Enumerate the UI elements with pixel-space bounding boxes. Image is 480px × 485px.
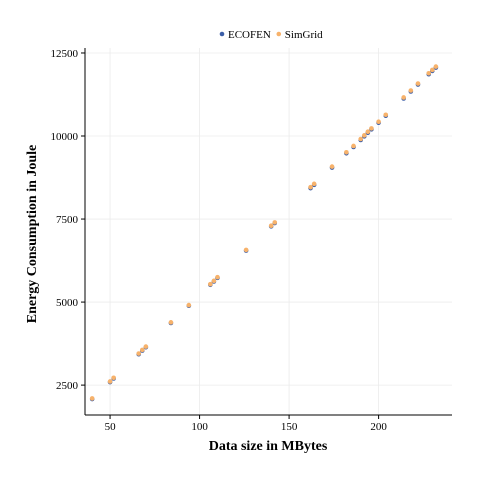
data-point-simgrid — [311, 181, 317, 187]
data-point-simgrid — [272, 220, 278, 225]
data-point-simgrid — [361, 133, 367, 138]
x-tick-label: 50 — [105, 421, 117, 433]
data-point-simgrid — [401, 95, 406, 100]
legend-label-simgrid: SimGrid — [285, 29, 323, 41]
data-point-simgrid — [426, 70, 432, 76]
data-point-simgrid — [433, 64, 439, 69]
data-point-simgrid — [430, 67, 435, 73]
data-point-simgrid — [111, 375, 116, 381]
axis-layer: 50 100 150 200 2500 5000 7500 10000 12500 — [51, 48, 452, 433]
data-point-simgrid — [136, 351, 142, 356]
legend-label-ecofen: ECOFEN — [228, 29, 271, 41]
data-point-simgrid — [143, 344, 149, 349]
data-point-simgrid — [139, 347, 145, 353]
data-point-simgrid — [415, 81, 421, 86]
y-axis-title: Energy Consumption in Joule — [25, 145, 40, 324]
data-point-simgrid — [383, 112, 389, 118]
legend: ECOFEN SimGrid — [219, 29, 323, 41]
x-tick-label: 150 — [281, 421, 298, 433]
data-point-simgrid — [215, 274, 220, 280]
x-tick-label: 200 — [370, 421, 387, 433]
legend-marker-ecofen — [219, 31, 225, 37]
grid-layer — [85, 48, 452, 415]
y-tick-label: 2500 — [56, 380, 79, 392]
data-point-simgrid — [376, 119, 381, 125]
data-point-simgrid — [107, 379, 113, 384]
x-tick-label: 100 — [191, 421, 208, 433]
y-tick-label: 10000 — [51, 131, 79, 143]
data-point-simgrid — [344, 149, 349, 155]
y-tick-label: 7500 — [56, 214, 79, 226]
legend-marker-simgrid — [276, 31, 282, 37]
data-point-simgrid — [351, 143, 356, 149]
y-tick-label: 5000 — [56, 297, 79, 309]
data-point-simgrid — [365, 129, 371, 134]
x-axis-title: Data size in MBytes — [209, 439, 328, 454]
data-point-simgrid — [186, 302, 192, 308]
data-point-simgrid — [308, 184, 313, 190]
data-point-simgrid — [369, 126, 374, 131]
data-point-simgrid — [329, 164, 335, 169]
data-point-simgrid — [168, 320, 174, 325]
points-layer — [89, 64, 439, 402]
data-point-simgrid — [358, 136, 363, 142]
data-point-simgrid — [268, 223, 274, 228]
data-point-simgrid — [208, 281, 213, 287]
data-point-simgrid — [243, 247, 249, 253]
y-tick-label: 12500 — [51, 48, 79, 60]
data-point-simgrid — [408, 88, 414, 93]
data-point-simgrid — [89, 396, 95, 401]
data-point-simgrid — [211, 278, 217, 284]
